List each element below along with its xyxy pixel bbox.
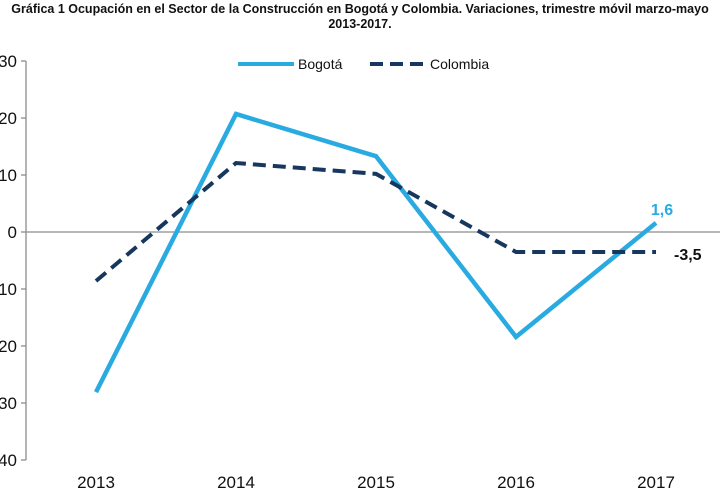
end-data-label: -3,5 bbox=[674, 247, 702, 264]
series-line-colombia bbox=[94, 160, 656, 283]
legend-label: Colombia bbox=[430, 56, 489, 72]
legend-label: Bogotá bbox=[298, 56, 343, 72]
x-tick-label: 2014 bbox=[217, 473, 255, 492]
y-tick-label: -20 bbox=[0, 337, 17, 356]
y-tick-label: 0 bbox=[8, 223, 17, 242]
y-tick-label: 10 bbox=[0, 166, 17, 185]
x-tick-label: 2016 bbox=[497, 473, 535, 492]
x-tick-label: 2013 bbox=[77, 473, 115, 492]
y-tick-label: -40 bbox=[0, 451, 17, 470]
y-tick-label: -30 bbox=[0, 394, 17, 413]
x-tick-label: 2015 bbox=[357, 473, 395, 492]
end-data-label: 1,6 bbox=[651, 202, 673, 219]
chart-title: Gráfica 1 Ocupación en el Sector de la C… bbox=[11, 2, 709, 31]
y-tick-label: -10 bbox=[0, 280, 17, 299]
y-tick-label: 30 bbox=[0, 52, 17, 71]
y-tick-label: 20 bbox=[0, 109, 17, 128]
x-tick-label: 2017 bbox=[637, 473, 675, 492]
series-line-bogotá bbox=[93, 111, 658, 394]
